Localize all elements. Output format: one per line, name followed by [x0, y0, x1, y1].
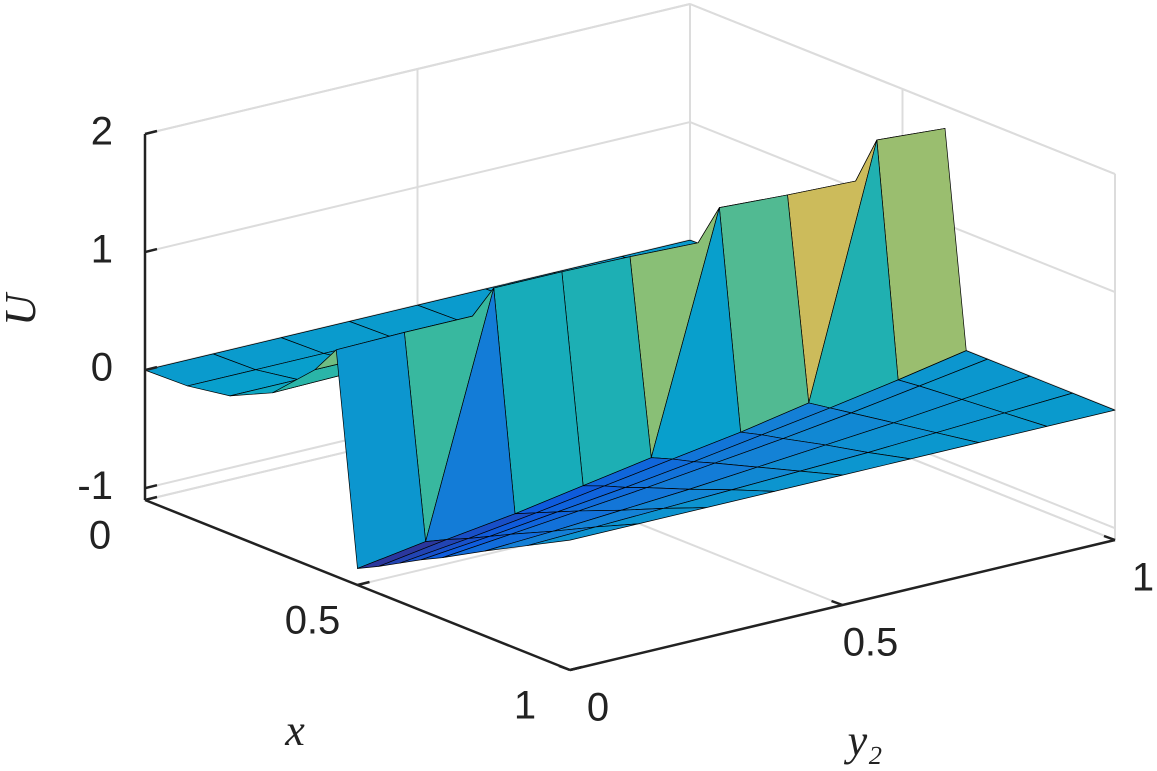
z-axis-label: U — [0, 291, 45, 326]
z-tick-label: 1 — [91, 228, 113, 272]
x-tick — [144, 495, 158, 502]
x-tick-label: 1 — [514, 684, 536, 728]
x-tick — [357, 580, 370, 587]
z-tick — [144, 129, 158, 136]
z-tick — [144, 247, 158, 254]
x-tick — [569, 665, 583, 672]
z-tick — [144, 483, 158, 490]
y-tick — [558, 664, 571, 672]
z-tick-label: -1 — [77, 464, 113, 508]
y-tick — [1103, 534, 1116, 542]
y-tick-label: 0.5 — [843, 621, 899, 665]
surface-patch — [527, 523, 639, 546]
y-tick — [831, 599, 843, 607]
x-axis-label: x — [284, 706, 305, 755]
z-tick — [144, 365, 158, 372]
y-axis-label: y₂ — [844, 716, 883, 765]
x-tick-label: 0 — [89, 514, 111, 558]
y-tick-label: 0 — [587, 686, 609, 730]
x-tick-label: 0.5 — [285, 599, 341, 643]
z-tick-label: 2 — [91, 110, 113, 154]
y-tick-label: 1 — [1132, 556, 1154, 600]
z-tick-label: 0 — [91, 346, 113, 390]
